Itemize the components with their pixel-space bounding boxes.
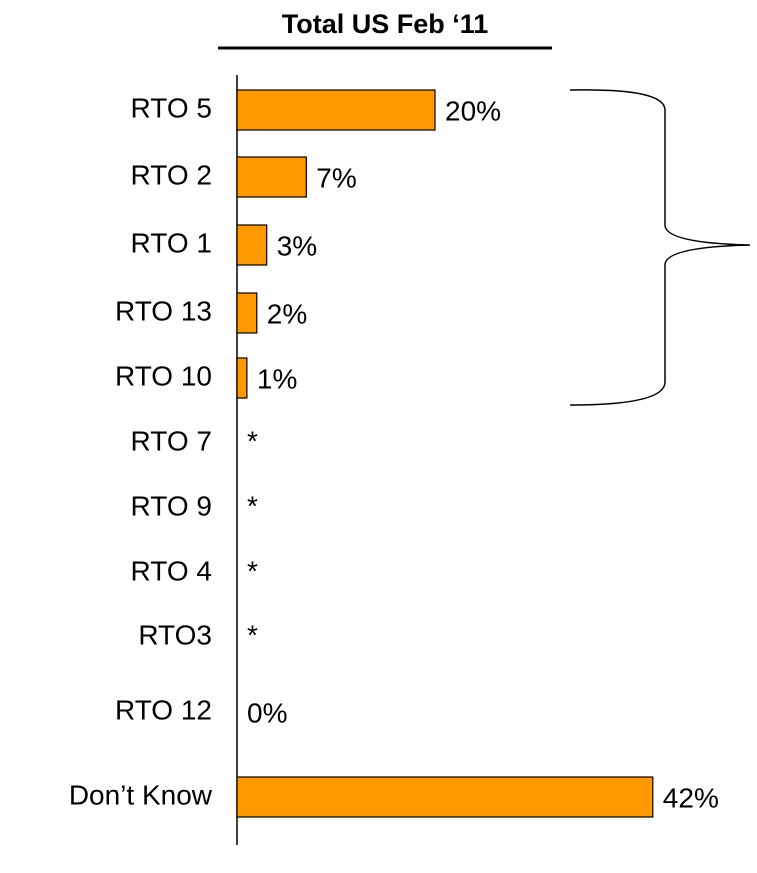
category-label: RTO 13 bbox=[115, 295, 212, 326]
bar bbox=[236, 156, 307, 198]
value-label: 2% bbox=[267, 298, 307, 329]
value-label: * bbox=[247, 490, 258, 521]
value-label: 7% bbox=[316, 162, 356, 193]
chart-title: Total US Feb ‘11 bbox=[282, 9, 489, 39]
bracket bbox=[569, 89, 751, 406]
category-label: RTO 2 bbox=[131, 159, 212, 190]
value-label: 42% bbox=[663, 782, 719, 813]
bar bbox=[236, 292, 258, 334]
value-label: 3% bbox=[277, 230, 317, 261]
category-label: RTO 5 bbox=[131, 92, 212, 123]
bar bbox=[236, 89, 436, 131]
category-label: RTO 1 bbox=[131, 227, 212, 258]
value-label: 1% bbox=[257, 363, 297, 394]
category-label: RTO 4 bbox=[131, 555, 212, 586]
category-label: RTO 10 bbox=[115, 360, 212, 391]
value-label: * bbox=[247, 425, 258, 456]
value-label: * bbox=[247, 555, 258, 586]
value-label: 20% bbox=[445, 95, 501, 126]
category-label: RTO 7 bbox=[131, 425, 212, 456]
category-label: RTO3 bbox=[138, 619, 212, 650]
bar bbox=[236, 357, 248, 399]
category-label: RTO 12 bbox=[115, 694, 212, 725]
category-label: RTO 9 bbox=[131, 490, 212, 521]
bar bbox=[236, 224, 268, 266]
value-label: 0% bbox=[247, 697, 287, 728]
value-label: * bbox=[247, 619, 258, 650]
category-label: Don’t Know bbox=[69, 779, 213, 810]
bar bbox=[236, 776, 654, 818]
